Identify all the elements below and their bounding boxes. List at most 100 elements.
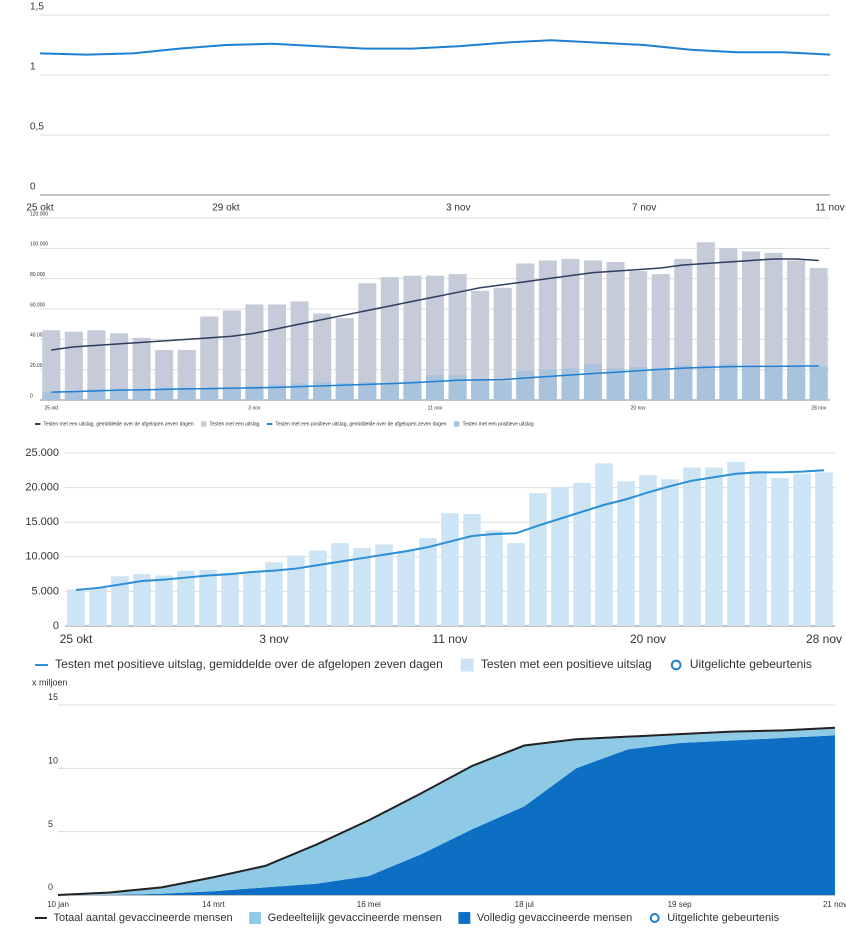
bar: [639, 475, 657, 626]
bar: [222, 388, 241, 400]
y-tick-label: 0: [48, 882, 53, 892]
bar: [199, 569, 217, 626]
bar: [132, 388, 151, 400]
legend-label: Testen met een positieve uitslag: [481, 657, 652, 671]
bar: [287, 555, 305, 626]
bar: [441, 513, 459, 626]
y-tick-label: 40.000: [30, 333, 46, 339]
x-tick-label: 18 jul: [515, 900, 534, 909]
bar: [493, 287, 512, 400]
bar: [561, 258, 580, 400]
bar: [380, 277, 399, 400]
y-tick-label: 0: [53, 620, 59, 632]
legend-label: Testen met positieve uitslag, gemiddelde…: [55, 657, 443, 671]
y-tick-label: 0,5: [30, 122, 44, 133]
legend-marker: [670, 659, 682, 671]
bar: [155, 387, 174, 400]
x-tick-label: 11 nov: [432, 632, 467, 646]
bar: [243, 572, 261, 626]
bar: [651, 367, 670, 400]
bar: [583, 364, 603, 400]
x-tick-label: 28 nov: [806, 632, 842, 646]
bar: [696, 365, 715, 400]
bar: [87, 330, 106, 400]
x-tick-label: 25 okt: [44, 405, 58, 411]
bar: [719, 248, 738, 400]
line: [57, 726, 836, 896]
bar: [573, 482, 591, 626]
x-tick-label: 21 nov: [823, 900, 846, 909]
bar: [87, 389, 106, 400]
y-tick-label: 20.000: [30, 363, 46, 369]
bar: [313, 381, 332, 400]
bar: [109, 388, 129, 400]
bar: [809, 366, 828, 400]
bar: [89, 587, 107, 626]
bar: [267, 384, 287, 400]
bar: [177, 349, 196, 400]
bar: [448, 375, 467, 400]
bar: [425, 375, 445, 400]
bar: [674, 258, 693, 400]
y-tick-label: 25.000: [25, 447, 59, 459]
bar: [448, 274, 467, 400]
bar: [109, 333, 129, 400]
y-tick-label: 60.000: [30, 302, 46, 308]
x-tick-label: 14 mrt: [202, 900, 225, 909]
bar: [42, 330, 61, 400]
x-tick-label: 25 okt: [26, 203, 53, 214]
bar: [516, 370, 535, 400]
legend-label: Volledig gevaccineerde mensen: [477, 912, 632, 924]
bar: [787, 366, 806, 400]
bar: [64, 391, 83, 400]
bar: [617, 481, 635, 626]
x-tick-label: 19 sep: [668, 900, 693, 909]
bar: [335, 318, 354, 400]
bar: [764, 252, 783, 400]
bar: [719, 364, 738, 400]
bar: [200, 388, 219, 400]
bar: [741, 366, 761, 400]
y-tick-label: 15.000: [25, 516, 59, 528]
x-tick-label: 3 nov: [259, 632, 288, 646]
bar: [221, 572, 239, 626]
bar: [507, 542, 525, 626]
x-tick-label: 28 nov: [811, 405, 827, 411]
x-tick-label: 20 nov: [630, 632, 666, 646]
bar: [177, 570, 195, 626]
y-tick-label: 5.000: [31, 585, 59, 597]
y-tick-label: 0: [30, 393, 33, 399]
bar: [425, 275, 445, 400]
bar: [265, 562, 283, 626]
bar: [42, 391, 61, 400]
bar: [133, 574, 151, 626]
legend-label: Testen met een positieve uitslag: [462, 421, 533, 427]
y-tick-label: 1,5: [30, 2, 44, 13]
y-tick-label: 10.000: [25, 551, 59, 563]
legend-marker: [460, 658, 474, 672]
legend-label: Testen met een positieve uitslag, gemidd…: [275, 421, 446, 427]
bar: [606, 368, 625, 400]
bar: [358, 283, 377, 400]
y-tick-label: 100.000: [30, 242, 48, 248]
y-tick-label: 5: [48, 819, 53, 829]
bar: [245, 304, 264, 400]
bar: [595, 463, 613, 626]
legend-label: Gedeeltelijk gevaccineerde mensen: [268, 912, 442, 924]
bar: [419, 538, 437, 626]
bar: [696, 242, 715, 400]
bar: [403, 275, 422, 400]
y-tick-label: 120.000: [30, 211, 48, 217]
legend-marker: [649, 913, 660, 923]
bar: [471, 379, 490, 400]
legend-marker: [201, 421, 207, 427]
bar: [815, 472, 833, 626]
x-tick-label: 10 jan: [47, 900, 69, 909]
legend-label: Totaal aantal gevaccineerde mensen: [53, 912, 232, 924]
bar: [132, 337, 151, 400]
x-tick-label: 25 okt: [60, 632, 93, 646]
bar: [309, 550, 327, 626]
bar: [529, 493, 547, 626]
